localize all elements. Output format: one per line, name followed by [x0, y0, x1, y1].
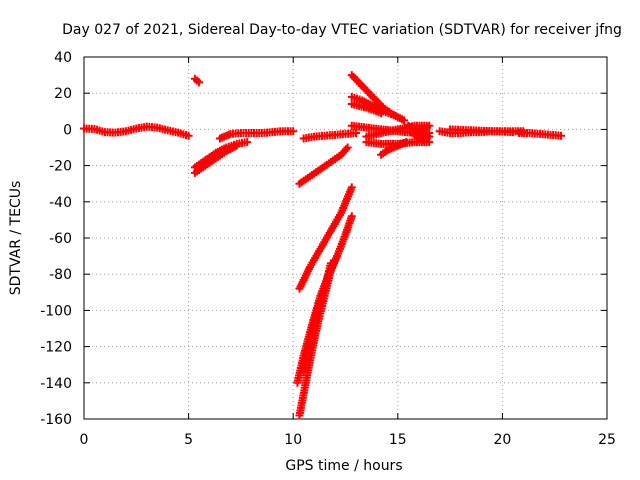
chart-title: Day 027 of 2021, Sidereal Day-to-day VTE… — [62, 22, 622, 38]
y-tick-label: 40 — [54, 50, 72, 66]
data-point — [195, 78, 204, 87]
series-track-n — [347, 100, 386, 118]
data-point — [232, 141, 241, 150]
series-track-m — [347, 92, 398, 119]
data-point — [289, 127, 298, 136]
x-tick-label: 15 — [389, 432, 407, 448]
y-tick-label: -160 — [40, 412, 72, 428]
series-track-a — [80, 122, 193, 140]
x-axis-label: GPS time / hours — [285, 458, 402, 474]
data-point — [400, 116, 409, 125]
y-tick-label: -140 — [40, 376, 72, 392]
data-point — [326, 259, 335, 268]
series-track-d — [190, 141, 241, 177]
series-track-s — [404, 121, 434, 145]
series-track-e — [215, 127, 298, 143]
data-point — [243, 138, 252, 147]
y-tick-label: 20 — [54, 86, 72, 102]
data-point — [556, 131, 565, 140]
data-point — [347, 212, 356, 221]
x-tick-label: 0 — [80, 432, 89, 448]
series-track-g — [295, 143, 352, 188]
y-tick-label: -100 — [40, 303, 72, 319]
series-track-r — [377, 138, 411, 159]
y-tick-label: -20 — [49, 159, 72, 175]
x-tick-label: 25 — [598, 432, 616, 448]
y-tick-label: -80 — [49, 267, 72, 283]
y-tick-label: 0 — [63, 122, 72, 138]
data-point — [343, 143, 352, 152]
data-point — [333, 252, 342, 261]
y-axis-label: SDTVAR / TECUs — [8, 181, 24, 296]
x-tick-label: 20 — [493, 432, 511, 448]
axes: 0 5 10 15 20 25 -160 -140 -120 -100 -80 -60 -40 -20 0 2… — [40, 50, 616, 448]
data-point — [377, 109, 386, 118]
data-point — [423, 123, 432, 132]
y-tick-label: -120 — [40, 340, 72, 356]
data-point — [184, 131, 193, 140]
series-track-u — [446, 125, 517, 137]
x-tick-label: 5 — [184, 432, 193, 448]
series-track-b — [190, 74, 204, 87]
plot-area — [80, 71, 565, 420]
series-track-k — [299, 259, 335, 376]
data-point — [347, 183, 356, 192]
x-tick-label: 10 — [284, 432, 302, 448]
y-tick-label: -40 — [49, 195, 72, 211]
y-tick-label: -60 — [49, 231, 72, 247]
data-point — [402, 138, 411, 147]
series-track-h — [295, 183, 356, 293]
series-track-v — [515, 129, 565, 140]
series-track-f — [299, 129, 360, 143]
data-point — [389, 110, 398, 119]
